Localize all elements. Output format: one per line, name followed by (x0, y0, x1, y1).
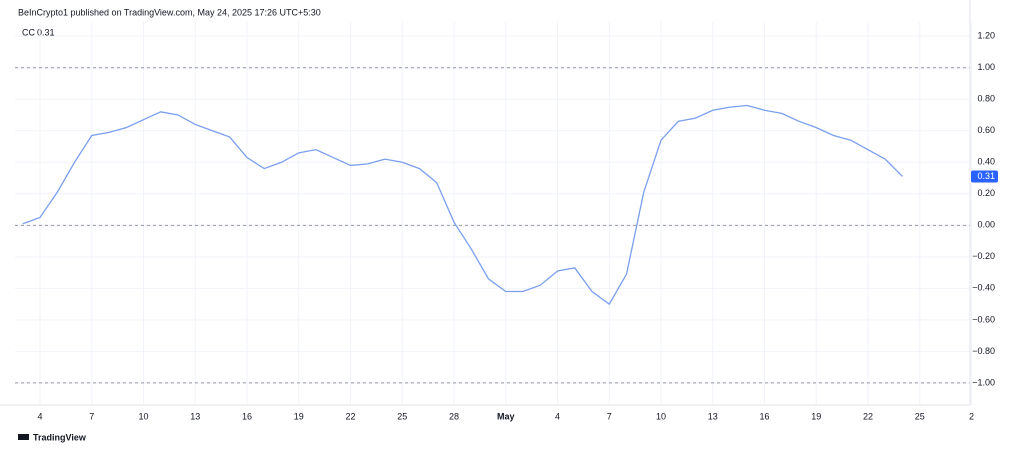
x-tick-label: 13 (190, 411, 200, 421)
price-badge-label: 0.31 (977, 171, 995, 181)
y-tick-label: 0.80 (977, 94, 995, 104)
y-tick-label: 0.60 (977, 125, 995, 135)
legend-value: 0.31 (37, 27, 55, 37)
x-tick-label: 10 (656, 411, 666, 421)
x-tick-label: 22 (863, 411, 873, 421)
x-tick-label: 10 (138, 411, 148, 421)
y-tick-label: 0.00 (977, 220, 995, 230)
y-tick-label: −0.80 (972, 346, 995, 356)
y-tick-label: 1.20 (977, 31, 995, 41)
legend-name: CC (22, 27, 35, 37)
y-tick-label: 0.40 (977, 157, 995, 167)
x-tick-label: 4 (555, 411, 560, 421)
x-tick-label: 4 (37, 411, 42, 421)
x-tick-label: 22 (345, 411, 355, 421)
logo (18, 434, 29, 440)
y-tick-label: −0.20 (972, 251, 995, 261)
x-tick-label: 7 (89, 411, 94, 421)
y-tick-label: −0.40 (972, 283, 995, 293)
x-tick-label: 7 (607, 411, 612, 421)
footer-brand: TradingView (33, 432, 87, 442)
x-tick-label: 19 (294, 411, 304, 421)
x-tick-label: 16 (242, 411, 252, 421)
x-tick-label: 28 (449, 411, 459, 421)
price-badge (971, 170, 998, 183)
series-line (22, 104, 903, 306)
x-tick-label: 16 (759, 411, 769, 421)
publish-info: BeInCrypto1 published on TradingView.com… (18, 7, 321, 17)
x-tick-label: May (497, 411, 515, 421)
y-tick-label: −1.00 (972, 377, 995, 387)
x-tick-label: 13 (708, 411, 718, 421)
x-tick-label: 25 (915, 411, 925, 421)
x-tick-label: 19 (811, 411, 821, 421)
y-tick-label: −0.60 (972, 314, 995, 324)
y-tick-label: 0.20 (977, 188, 995, 198)
y-tick-label: 1.00 (977, 62, 995, 72)
x-tick-label: 2 (969, 411, 974, 421)
x-tick-label: 25 (397, 411, 407, 421)
